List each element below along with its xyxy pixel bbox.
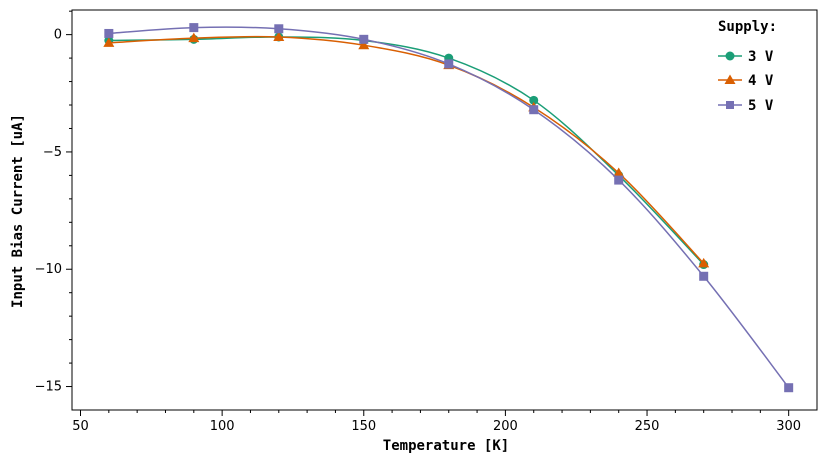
x-tick-label: 300 bbox=[776, 419, 801, 434]
data-point-5v bbox=[359, 34, 369, 44]
data-point-5v bbox=[444, 59, 454, 69]
data-point-4v bbox=[273, 31, 285, 41]
legend-item-5v: 5 V bbox=[718, 98, 774, 114]
series-line-5v bbox=[108, 26, 790, 389]
x-tick-label: 50 bbox=[72, 419, 89, 434]
series-3v bbox=[104, 32, 709, 270]
series-line-3v bbox=[108, 36, 705, 266]
x-axis-title: Temperature [K] bbox=[383, 438, 509, 454]
data-point-4v bbox=[698, 257, 710, 268]
x-tick-label: 150 bbox=[351, 419, 376, 434]
data-point-5v bbox=[614, 175, 624, 185]
data-point-5v bbox=[104, 28, 114, 38]
series-line-4v bbox=[108, 35, 705, 264]
legend-marker-5v bbox=[726, 101, 734, 109]
legend-label-3v: 3 V bbox=[748, 49, 774, 65]
data-point-4v bbox=[358, 39, 370, 50]
legend-marker-4v bbox=[724, 74, 736, 84]
data-point-5v bbox=[699, 271, 709, 281]
legend-item-3v: 3 V bbox=[718, 49, 774, 65]
data-point-3v bbox=[529, 95, 539, 105]
legend-item-4v: 4 V bbox=[718, 73, 774, 89]
data-point-5v bbox=[189, 23, 199, 33]
y-axis-title: Input Bias Current [uA] bbox=[10, 114, 26, 308]
data-point-5v bbox=[529, 105, 539, 115]
y-tick-label: 0 bbox=[54, 28, 62, 43]
y-tick-label: −15 bbox=[35, 380, 62, 395]
y-tick-label: −10 bbox=[35, 262, 62, 277]
legend: Supply: 3 V 4 V 5 V bbox=[718, 19, 777, 114]
axes: 50 100 150 200 250 300 0 −5 −10 −15 bbox=[35, 9, 818, 434]
x-tick-label: 100 bbox=[210, 419, 235, 434]
data-point-4v bbox=[103, 37, 115, 47]
legend-title: Supply: bbox=[718, 19, 777, 35]
legend-label-5v: 5 V bbox=[748, 98, 774, 114]
data-point-5v bbox=[274, 24, 284, 34]
series-4v bbox=[103, 31, 710, 268]
data-point-4v bbox=[188, 32, 200, 43]
x-tick-label: 200 bbox=[493, 419, 518, 434]
series-layer bbox=[103, 23, 794, 393]
legend-label-4v: 4 V bbox=[748, 73, 774, 89]
plot-frame bbox=[71, 9, 818, 411]
y-tick-label: −5 bbox=[43, 145, 62, 160]
series-5v bbox=[104, 23, 794, 393]
x-tick-label: 250 bbox=[635, 419, 660, 434]
legend-marker-3v bbox=[725, 51, 735, 61]
data-point-5v bbox=[784, 383, 794, 393]
data-point-4v bbox=[613, 167, 625, 178]
